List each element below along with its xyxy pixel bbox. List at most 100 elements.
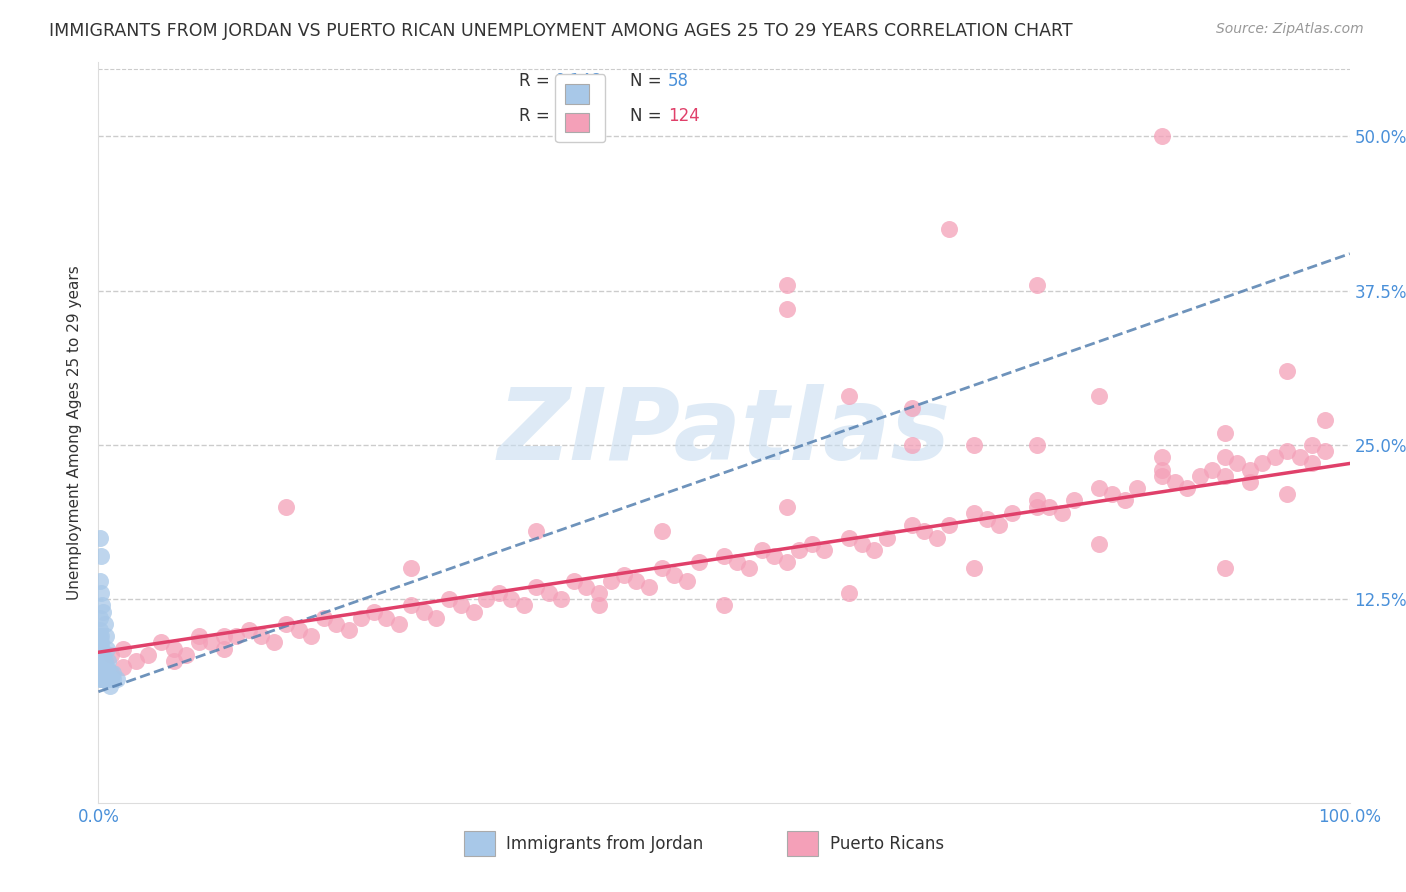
Point [524,524,547,539]
Point [187,629,209,643]
Point [688,555,710,569]
Point [250,629,273,643]
Point [93,616,115,631]
Point [112,660,135,674]
Point [96,660,118,674]
Point [562,574,585,588]
Point [225,629,247,643]
Point [103,673,125,687]
Point [375,611,398,625]
Text: 0.648: 0.648 [555,108,602,126]
Point [776,500,799,514]
Point [1288,450,1310,465]
Point [89,654,111,668]
Point [450,599,472,613]
Point [90,648,112,662]
Point [100,648,122,662]
Text: IMMIGRANTS FROM JORDAN VS PUERTO RICAN UNEMPLOYMENT AMONG AGES 25 TO 29 YEARS CO: IMMIGRANTS FROM JORDAN VS PUERTO RICAN U… [49,22,1073,40]
Point [713,549,735,563]
Point [125,654,148,668]
Point [93,666,115,681]
Point [1277,487,1299,501]
Point [501,592,523,607]
Point [1213,561,1236,575]
Point [401,561,423,575]
Point [200,635,222,649]
Point [662,567,685,582]
Point [93,605,115,619]
Point [90,673,112,687]
Point [963,438,986,452]
Point [776,555,799,569]
Point [626,574,648,588]
Text: ZIPatlas: ZIPatlas [498,384,950,481]
Point [90,629,112,643]
Point [89,611,111,625]
Point [94,660,117,674]
Point [838,531,860,545]
Point [1239,475,1261,489]
Point [94,629,117,643]
Text: N =: N = [630,108,662,126]
Point [1114,493,1136,508]
Point [713,599,735,613]
Point [90,666,112,681]
Point [1150,129,1173,144]
Text: Source: ZipAtlas.com: Source: ZipAtlas.com [1216,22,1364,37]
Point [876,531,898,545]
Y-axis label: Unemployment Among Ages 25 to 29 years: Unemployment Among Ages 25 to 29 years [67,265,83,600]
Point [1038,500,1060,514]
Point [613,567,636,582]
Point [638,580,661,594]
Point [900,401,922,415]
Point [1026,438,1049,452]
Point [776,302,799,317]
Point [138,648,160,662]
Point [93,660,115,674]
Point [600,574,623,588]
Point [150,635,173,649]
Point [813,542,835,557]
Point [575,580,598,594]
Point [1026,500,1049,514]
Point [1239,462,1261,476]
Point [401,599,423,613]
Point [325,616,347,631]
Point [1213,425,1236,440]
Point [513,599,536,613]
Point [90,654,112,668]
Point [93,673,115,687]
Point [425,611,447,625]
Point [299,629,322,643]
Point [851,536,873,550]
Point [91,599,114,613]
Point [524,580,547,594]
Point [475,592,498,607]
Point [89,629,111,643]
Point [963,561,986,575]
Point [274,500,298,514]
Point [838,389,860,403]
Point [738,561,761,575]
Point [1188,468,1211,483]
Point [763,549,786,563]
Point [412,605,434,619]
Point [90,549,112,563]
Point [1063,493,1085,508]
Point [488,586,510,600]
Point [800,536,823,550]
Text: R =: R = [519,108,550,126]
Legend: , : , [555,74,605,142]
Point [89,648,111,662]
Point [388,616,411,631]
Point [1150,468,1173,483]
Point [751,542,773,557]
Point [787,542,810,557]
Point [91,648,114,662]
Text: 58: 58 [668,72,689,90]
Point [1026,277,1049,292]
Text: Immigrants from Jordan: Immigrants from Jordan [506,835,703,853]
Text: 124: 124 [668,108,700,126]
Point [863,542,886,557]
Point [1313,413,1336,427]
